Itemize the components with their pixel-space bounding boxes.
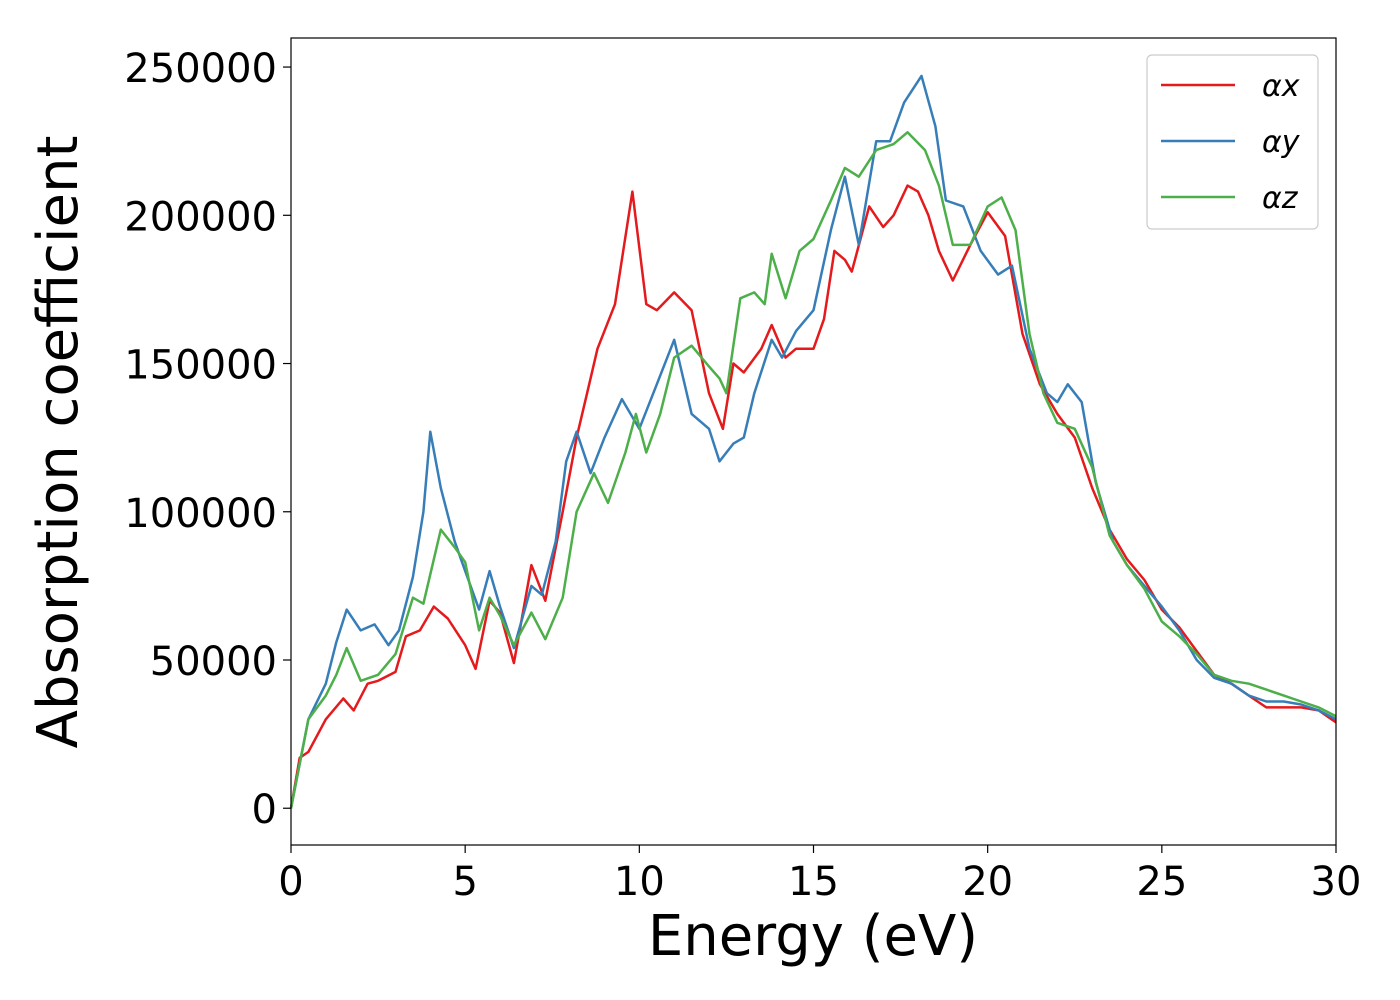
y-tick-label: 250000 <box>124 46 277 92</box>
x-tick-label: 25 <box>1136 859 1187 905</box>
x-tick-label: 0 <box>278 859 303 905</box>
x-tick-label: 30 <box>1311 859 1362 905</box>
y-tick-label: 150000 <box>124 343 277 389</box>
x-tick-label: 15 <box>788 859 839 905</box>
y-tick-label: 100000 <box>124 491 277 537</box>
x-tick-label: 10 <box>614 859 665 905</box>
x-tick-label: 20 <box>962 859 1013 905</box>
y-tick-label: 50000 <box>150 639 277 685</box>
x-tick-label: 5 <box>452 859 477 905</box>
y-axis-label: Absorption coefficient <box>26 136 91 749</box>
x-axis-label: Energy (eV) <box>648 904 978 969</box>
y-tick-label: 0 <box>252 787 277 833</box>
legend-label: αy <box>1262 125 1301 160</box>
data-line <box>289 131 1337 809</box>
y-tick-label: 200000 <box>124 194 277 240</box>
legend-label: αz <box>1262 181 1299 216</box>
legend-label: αx <box>1262 69 1300 104</box>
data-line <box>289 184 1337 809</box>
